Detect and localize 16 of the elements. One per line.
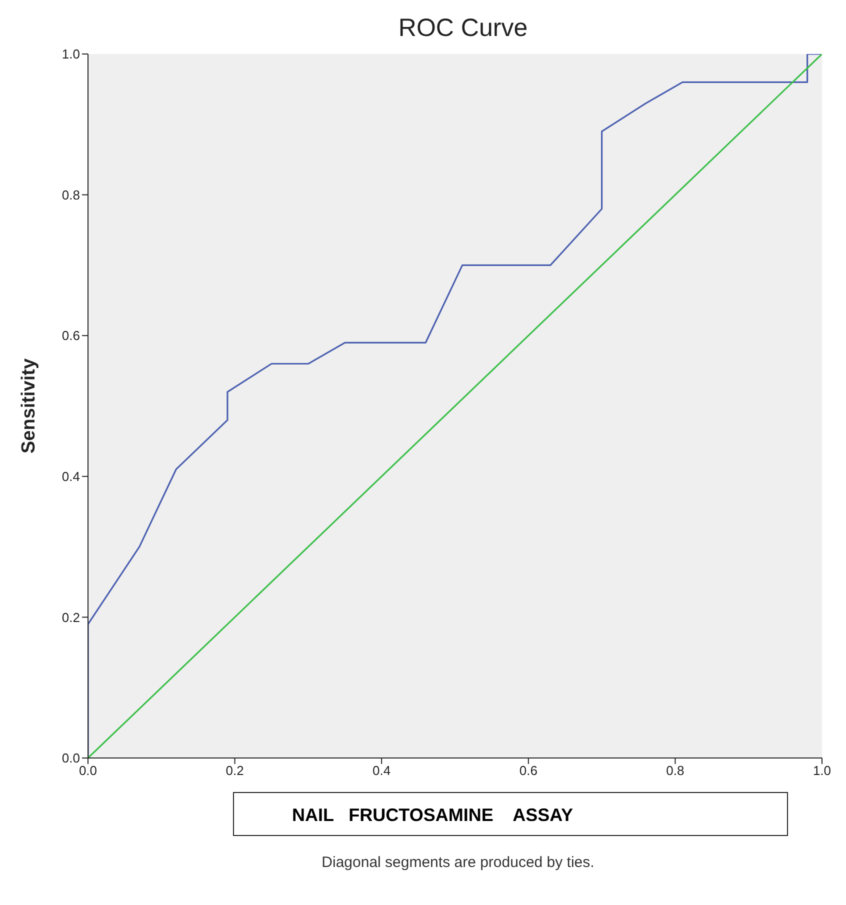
x-axis-title: NAIL FRUCTOSAMINE ASSAY <box>233 792 788 836</box>
x-tick-label: 1.0 <box>812 763 832 778</box>
y-axis-title: Sensitivity <box>18 358 40 454</box>
y-tick-label: 0.2 <box>62 610 80 625</box>
y-tick-label: 0.8 <box>62 187 80 202</box>
y-tick-label: 1.0 <box>62 46 80 62</box>
x-tick-label: 0.6 <box>519 763 538 778</box>
chart-title: ROC Curve <box>397 13 529 44</box>
y-tick-label: 0.4 <box>62 469 80 484</box>
x-tick-label: 0.0 <box>78 763 98 778</box>
x-tick-label: 0.2 <box>226 763 244 778</box>
x-tick-label: 0.4 <box>372 763 391 778</box>
text: Diagonal segments are produced by ties. <box>320 854 596 871</box>
x-tick-label: 0.8 <box>666 763 684 778</box>
y-tick-label: 0.6 <box>62 328 80 344</box>
y-tick-label: 0.0 <box>62 750 80 766</box>
